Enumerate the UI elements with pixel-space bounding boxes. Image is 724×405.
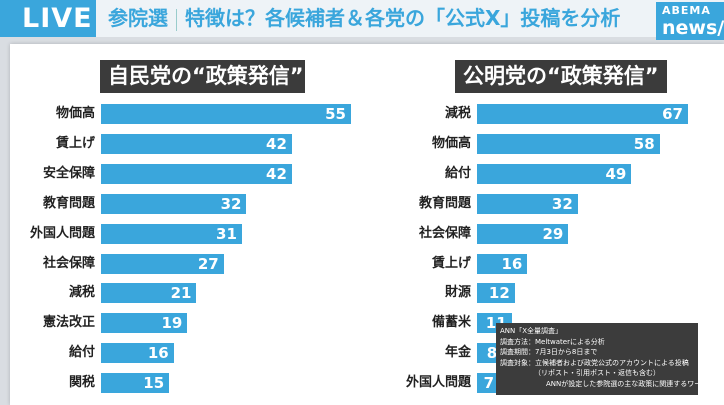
data-label: 58 [633, 134, 655, 153]
category-label: 社会保障 [418, 225, 471, 241]
category-label: 社会保障 [42, 255, 95, 271]
note-line: 調査対象：立候補者および政党公式のアカウントによる投稿 [500, 358, 689, 367]
bar [477, 104, 688, 124]
data-label: 27 [197, 254, 219, 273]
data-label: 16 [147, 344, 169, 363]
data-label: 8 [486, 344, 498, 363]
data-label: 21 [170, 284, 192, 303]
note-line: ANNが設定した参院選の主な政策に関連するワード [546, 379, 709, 388]
data-label: 32 [551, 194, 573, 213]
category-label: 年金 [444, 345, 471, 361]
category-label: 安全保障 [42, 165, 95, 181]
headline-text: 特徴は？各候補者＆各党の「公式X」投稿を分析 [185, 6, 621, 30]
note-line: 調査期間：7月3日から8日まで [500, 348, 598, 356]
category-label: 物価高 [55, 106, 95, 121]
data-label: 12 [488, 284, 510, 303]
source-note: ANN「X全量調査」 調査方法：Meltwaterによる分析 調査期間：7月3日… [496, 323, 709, 395]
category-label: 外国人問題 [405, 375, 471, 391]
note-line: ANN「X全量調査」 [500, 327, 563, 335]
category-label: 憲法改正 [42, 315, 95, 331]
headline: 参院選 特徴は？各候補者＆各党の「公式X」投稿を分析 [108, 0, 620, 37]
bar [477, 343, 503, 364]
data-label: 7 [483, 374, 495, 393]
data-label: 31 [216, 224, 237, 243]
data-label: 67 [662, 105, 683, 123]
category-label: 減税 [444, 106, 471, 121]
data-label: 15 [143, 374, 165, 393]
abema-news-logo: ABEMA news/ [656, 2, 724, 40]
data-label: 42 [266, 134, 287, 153]
ldp-chart-title: 自民党の“政策発信” [100, 60, 305, 93]
category-label: 教育問題 [418, 195, 471, 211]
category-label: 外国人問題 [29, 225, 95, 241]
note-line: （リポスト・引用ポスト・返信も含む） [534, 369, 660, 377]
bar [101, 283, 197, 304]
bar [101, 253, 224, 274]
top-bar: LIVE 参院選 特徴は？各候補者＆各党の「公式X」投稿を分析 [0, 0, 724, 37]
data-label: 29 [542, 224, 564, 243]
category-label: 物価高 [431, 135, 471, 151]
bar [101, 133, 292, 154]
live-badge: LIVE [0, 0, 96, 37]
logo-bottom: news/ [662, 17, 724, 39]
bar [101, 193, 247, 214]
bar [477, 253, 528, 274]
bar [477, 163, 632, 184]
note-line: 調査方法：Meltwaterによる分析 [500, 337, 605, 346]
category-label: 関税 [68, 375, 95, 391]
headline-topic: 参院選 [108, 6, 168, 30]
category-label: 教育問題 [42, 195, 95, 211]
bar [101, 343, 174, 364]
data-label: 42 [266, 164, 287, 183]
logo-top: ABEMA [662, 4, 711, 17]
bar [101, 223, 242, 244]
category-label: 賃上げ [431, 255, 471, 271]
category-label: 備蓄米 [431, 315, 471, 331]
category-label: 給付 [68, 345, 95, 361]
bar [101, 163, 292, 184]
category-label: 財源 [444, 285, 471, 301]
data-label: 49 [605, 164, 627, 183]
bar [477, 133, 660, 154]
bar [101, 104, 351, 124]
divider [176, 8, 177, 31]
bar [101, 313, 188, 334]
category-label: 減税 [68, 285, 95, 301]
data-label: 19 [161, 314, 183, 333]
data-label: 55 [325, 105, 346, 123]
data-label: 32 [220, 194, 242, 213]
bar [477, 193, 578, 214]
data-label: 16 [501, 254, 523, 273]
komeito-chart-title: 公明党の“政策発信” [455, 60, 667, 93]
bar [101, 373, 170, 394]
category-label: 賃上げ [55, 135, 95, 151]
bar [477, 223, 569, 244]
bar [477, 373, 500, 394]
bar [477, 283, 515, 304]
category-label: 給付 [444, 165, 471, 181]
